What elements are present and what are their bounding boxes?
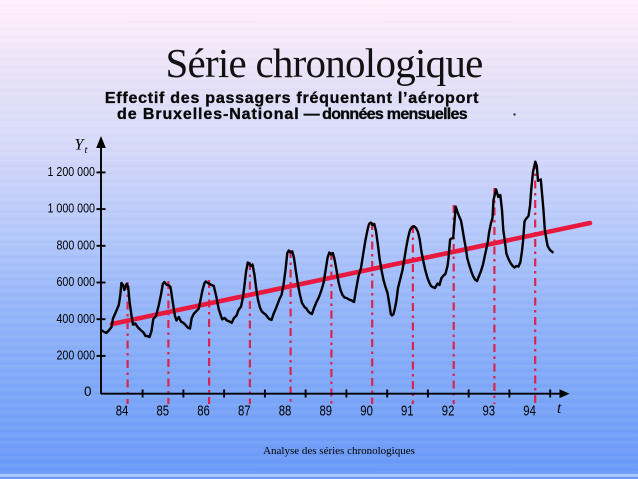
svg-text:94: 94	[523, 402, 536, 419]
svg-text:89: 89	[320, 402, 333, 419]
svg-text:t: t	[557, 400, 562, 417]
svg-text:84: 84	[116, 402, 129, 419]
svg-text:800 000: 800 000	[57, 238, 96, 252]
svg-text:400 000: 400 000	[57, 312, 96, 326]
svg-text:87: 87	[238, 402, 251, 419]
svg-text:600 000: 600 000	[57, 275, 96, 289]
svg-text:91: 91	[401, 402, 414, 419]
svg-text:90: 90	[360, 402, 373, 419]
svg-text:Y: Y	[75, 137, 86, 154]
svg-text:0: 0	[84, 384, 92, 399]
svg-text:1 000 000: 1 000 000	[48, 202, 96, 216]
svg-text:93: 93	[483, 402, 496, 419]
svg-text:88: 88	[279, 402, 292, 419]
svg-text:1 200 000: 1 200 000	[48, 165, 96, 179]
svg-text:200 000: 200 000	[57, 349, 96, 363]
svg-text:92: 92	[442, 402, 455, 419]
svg-text:86: 86	[197, 402, 210, 419]
svg-text:85: 85	[157, 402, 170, 419]
svg-text:t: t	[85, 145, 89, 156]
